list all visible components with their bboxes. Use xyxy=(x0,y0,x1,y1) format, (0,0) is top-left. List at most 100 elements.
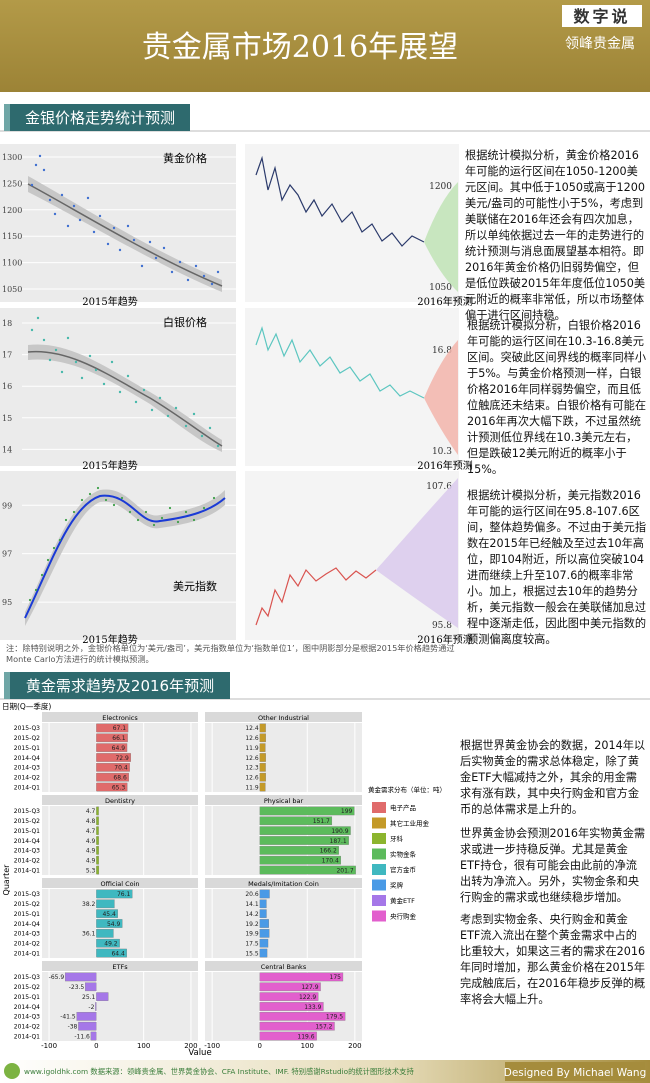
legend-swatch xyxy=(372,864,386,875)
value-label: 19.2 xyxy=(245,921,259,928)
points xyxy=(30,154,220,286)
section-accent xyxy=(4,672,10,699)
trend-label: 2015年趋势 xyxy=(82,459,137,472)
y-tick-label: 2015-Q1 xyxy=(14,911,40,918)
y-tick-label: 2014-Q3 xyxy=(14,1014,40,1021)
value-label: 179.5 xyxy=(326,1014,343,1021)
y-tick-label: 2014-Q1 xyxy=(14,1033,40,1040)
upper-bound: 107.6 xyxy=(426,482,452,492)
upper-bound: 1200 xyxy=(429,182,452,192)
paragraph: 世界黄金协会预测2016年实物黄金需求或进一步持稳反弹。尤其是黄金ETF持仓，很… xyxy=(460,827,646,904)
bar xyxy=(96,938,120,948)
bar xyxy=(96,899,115,909)
bar xyxy=(259,1012,346,1021)
bar xyxy=(96,816,99,826)
bar xyxy=(96,992,109,1001)
value-label: 190.9 xyxy=(331,828,348,835)
logo xyxy=(4,1063,20,1079)
value-label: -11.6 xyxy=(74,1033,90,1040)
value-label: 201.7 xyxy=(336,867,353,874)
value-label: 76.1 xyxy=(117,891,131,898)
y-tick-label: 2015-Q1 xyxy=(14,994,40,1001)
price-line xyxy=(255,325,425,399)
credits: www.igoldhk.com 数据来源：领峰贵金属、世界黄金协会、CFA In… xyxy=(24,1067,414,1076)
value-label: 64.4 xyxy=(111,950,125,957)
upper-bound: 16.8 xyxy=(432,346,452,356)
value-label: 4.8 xyxy=(86,818,96,825)
panel-bg xyxy=(205,889,362,958)
bar xyxy=(259,855,341,865)
facet-title: Physical bar xyxy=(264,797,304,805)
lower-bound: 95.8 xyxy=(432,621,452,631)
bar xyxy=(96,782,128,792)
panel-title: 美元指数 xyxy=(173,579,217,593)
y-tick-label: 2015-Q3 xyxy=(14,808,40,815)
facet-title: ETFs xyxy=(112,963,128,971)
section-box xyxy=(10,672,230,699)
bar xyxy=(259,1002,324,1011)
bar xyxy=(259,772,266,782)
bar xyxy=(96,855,99,865)
strip xyxy=(205,878,362,888)
points xyxy=(30,316,220,448)
bar xyxy=(259,982,321,992)
value-label: 25.1 xyxy=(82,994,96,1001)
value-label: 4.9 xyxy=(86,838,96,845)
bar xyxy=(259,826,351,835)
value-label: 12.4 xyxy=(245,725,259,732)
x-tick-label: 200 xyxy=(184,1042,197,1050)
y-tick-label: 16 xyxy=(2,382,12,391)
strip xyxy=(205,712,362,722)
panel-title: 黄金价格 xyxy=(163,151,207,165)
legend-swatch xyxy=(372,817,386,829)
value-label: 68.6 xyxy=(113,775,127,782)
value-label: 157.2 xyxy=(315,1024,332,1031)
x-tick-label: 0 xyxy=(94,1042,98,1050)
strip xyxy=(42,712,198,722)
page-title: 贵金属市场2016年展望 xyxy=(142,30,458,65)
trend-band xyxy=(25,489,225,626)
value-label: 133.9 xyxy=(304,1004,321,1011)
legend-label: 牙科 xyxy=(390,834,404,843)
value-label: 45.4 xyxy=(102,911,116,918)
value-label: 12.6 xyxy=(245,735,259,742)
axis-note: 日期(Q—季度) xyxy=(2,701,51,711)
legend-swatch xyxy=(372,833,386,844)
value-label: 38.2 xyxy=(82,901,96,908)
y-tick-label: 99 xyxy=(2,501,12,510)
bar xyxy=(96,772,129,782)
facet-title: Dentistry xyxy=(105,797,135,805)
paragraph: 根据统计模拟分析，美元指数2016年可能的运行区间在95.8-107.6区间，整… xyxy=(467,489,647,646)
section-accent xyxy=(4,104,10,131)
legend-label: 奖牌 xyxy=(390,881,404,890)
paragraph: 根据世界黄金协会的数据，2014年以后实物黄金的需求总体稳定，除了黄金ETF大幅… xyxy=(460,739,646,816)
value-label: 49.2 xyxy=(104,941,118,948)
y-tick-label: 2015-Q3 xyxy=(14,974,40,981)
y-tick-label: 2014-Q1 xyxy=(14,784,40,791)
trend-label: 2015年趋势 xyxy=(82,633,137,646)
bar xyxy=(96,733,128,743)
y-tick-label: 2014-Q2 xyxy=(14,1024,40,1031)
note: 注：除特别说明之外，金银价格单位为‘美元/盎司’，美元指数单位为‘指数单位1’，… xyxy=(6,643,455,664)
x-axis-label: Value xyxy=(188,1048,211,1058)
bar xyxy=(96,889,133,899)
value-label: 14.1 xyxy=(245,901,259,908)
bar xyxy=(259,929,270,938)
value-label: 4.7 xyxy=(86,828,96,835)
value-label: 11.9 xyxy=(245,745,259,752)
value-label: 70.4 xyxy=(114,765,128,772)
price-line xyxy=(255,155,425,247)
points xyxy=(28,486,216,602)
value-label: 187.1 xyxy=(330,838,347,845)
bar xyxy=(259,836,349,845)
panel-bg xyxy=(42,806,198,875)
trend-label: 2015年趋势 xyxy=(82,295,137,308)
header-bg xyxy=(0,0,650,92)
y-tick-label: 2014-Q4 xyxy=(14,755,40,762)
y-axis-label: Quarter xyxy=(2,864,11,896)
strip xyxy=(42,878,198,888)
y-tick-label: 97 xyxy=(2,550,12,559)
bar xyxy=(96,948,127,958)
bar xyxy=(96,846,99,855)
